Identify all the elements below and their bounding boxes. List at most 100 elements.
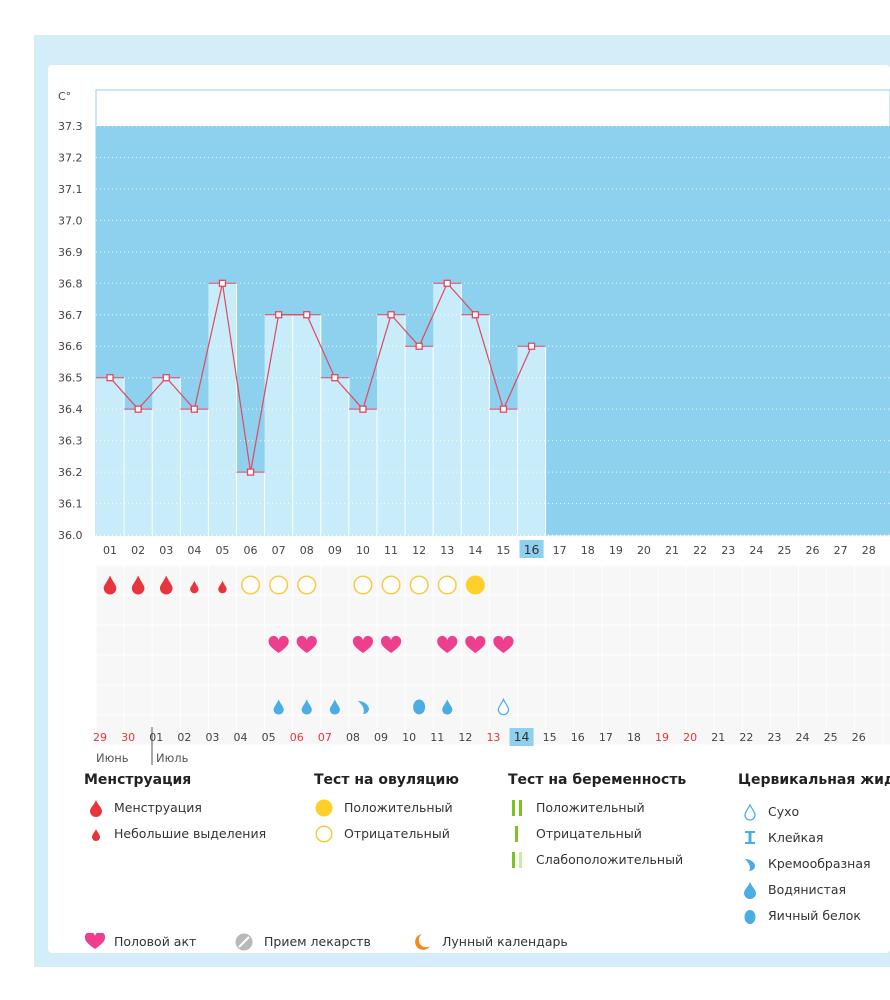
creamy-icon [745, 859, 755, 871]
cycle-day-label: 16 [524, 542, 540, 557]
cycle-day-label: 15 [496, 544, 510, 557]
cycle-day-label: 12 [412, 544, 426, 557]
calendar-date-label: 25 [824, 731, 838, 744]
chart-frame: C° 36.0 36.1 36.2 36.3 36.4 36.5 36.6 36.7 36.8 36… [34, 35, 890, 967]
calendar-date-label: 11 [430, 731, 444, 744]
legend-label: Сухо [768, 803, 800, 819]
y-tick-label: 36.5 [58, 372, 83, 385]
fluid-egg-white-icon [413, 699, 426, 715]
y-tick-label: 37.1 [58, 183, 83, 196]
calendar-date-label: 18 [627, 731, 641, 744]
temperature-point [106, 374, 114, 382]
intercourse-heart-icon [437, 635, 458, 653]
temperature-point [359, 405, 367, 413]
legend-pregnancy-title: Тест на беременность [508, 772, 687, 788]
temperature-bar [461, 314, 490, 535]
y-tick-label: 36.0 [58, 529, 83, 542]
fluid-watery-icon [301, 699, 312, 715]
legend-label: Водянистая [768, 881, 847, 897]
fluid-dry-icon [497, 697, 510, 716]
cycle-day-label: 18 [581, 544, 595, 557]
calendar-date-label: 10 [402, 731, 416, 744]
cycle-day-label: 24 [749, 544, 763, 557]
legend-label: Отрицательный [536, 825, 642, 841]
y-tick-label: 36.3 [58, 435, 83, 448]
y-tick-label: 36.7 [58, 309, 83, 322]
cycle-day-label: 05 [215, 544, 229, 557]
legend-item-watery: Водянистая [742, 881, 847, 899]
cycle-day-label: 17 [553, 544, 567, 557]
legend-cervical-title: Цервикальная жидкость [738, 772, 890, 788]
calendar-date-label: 20 [683, 731, 697, 744]
legend-item-sticky: Клейкая [742, 829, 823, 845]
y-tick-label: 36.8 [58, 277, 83, 290]
menstruation-heavy-icon [131, 575, 145, 595]
calendar-date-label: 24 [796, 731, 810, 744]
legend-item-pregnancy-negative: Отрицательный [510, 825, 642, 842]
ovulation-negative-icon [241, 575, 261, 595]
cycle-day-label: 09 [328, 544, 342, 557]
legend-label: Лунный календарь [442, 933, 568, 949]
legend-label: Положительный [536, 799, 645, 815]
cycle-day-label: 11 [384, 544, 398, 557]
fluid-watery-icon [273, 699, 284, 715]
temperature-point [218, 279, 227, 287]
legend-item-ovulation-negative: Отрицательный [314, 825, 450, 843]
calendar-date-label: 26 [852, 731, 866, 744]
legend-item-ovulation-positive: Положительный [314, 799, 453, 817]
y-tick-label: 36.9 [58, 246, 83, 259]
sticky-icon [745, 831, 755, 844]
temperature-point [415, 342, 423, 350]
temperature-point [331, 374, 339, 382]
calendar-date-label: 21 [711, 731, 725, 744]
intercourse-heart-icon [268, 635, 289, 653]
bbt-chart: C° 36.0 36.1 36.2 36.3 36.4 36.5 36.6 36.7 36.8 36… [58, 89, 890, 765]
cycle-day-label: 13 [440, 544, 454, 557]
chart-panel: C° 36.0 36.1 36.2 36.3 36.4 36.5 36.6 36.7 36.8 36… [48, 65, 890, 953]
y-tick-label: 37.2 [58, 151, 83, 164]
menstruation-heavy-icon [103, 575, 117, 595]
cycle-day-label: 21 [665, 544, 679, 557]
legend-item-medication: Прием лекарств [234, 933, 371, 951]
menstruation-light-icon [190, 580, 199, 594]
temperature-bar [320, 377, 349, 535]
ovulation-negative-icon [297, 575, 317, 595]
menstruation-heavy-icon [159, 575, 173, 595]
moon-icon [415, 934, 430, 950]
cycle-day-label: 27 [834, 544, 848, 557]
cycle-day-label: 22 [693, 544, 707, 557]
calendar-date-label: 08 [346, 731, 360, 744]
cycle-day-label: 01 [103, 544, 117, 557]
temperature-point [303, 311, 311, 319]
y-axis-label: C° [58, 90, 71, 103]
menstruation-light-icon [218, 580, 227, 594]
fluid-watery-icon [329, 699, 340, 715]
cycle-day-label: 19 [609, 544, 623, 557]
temperature-bar [292, 314, 321, 535]
ovulation-positive-icon [315, 799, 333, 817]
ovulation-positive-icon [465, 575, 485, 595]
fluid-watery-icon [442, 699, 453, 715]
ovulation-negative-icon [269, 575, 289, 595]
ovulation-negative-icon [315, 825, 333, 843]
temperature-line [109, 282, 533, 473]
legend-item-eggwhite: Яичный белок [742, 907, 861, 924]
current-day-highlight [519, 540, 544, 558]
temperature-bar [264, 314, 293, 535]
calendar-date-label: 17 [599, 731, 613, 744]
test-positive-icon [512, 800, 522, 816]
temperature-bar [377, 314, 406, 535]
ovulation-negative-icon [437, 575, 457, 595]
legend: Менструация Менструация Небольшие выделе… [48, 65, 890, 953]
legend-label: Кремообразная [768, 855, 871, 871]
month-label: Июль [156, 751, 189, 765]
cycle-day-label: 02 [131, 544, 145, 557]
intercourse-heart-icon [380, 635, 402, 653]
cycle-day-label: 23 [721, 544, 735, 557]
ovulation-negative-icon [353, 575, 373, 595]
calendar-date-label: 29 [93, 731, 107, 744]
calendar-date-label: 15 [543, 731, 557, 744]
calendar-date-label: 04 [234, 731, 248, 744]
intercourse-heart-icon [296, 635, 317, 653]
cycle-day-label: 14 [468, 544, 482, 557]
